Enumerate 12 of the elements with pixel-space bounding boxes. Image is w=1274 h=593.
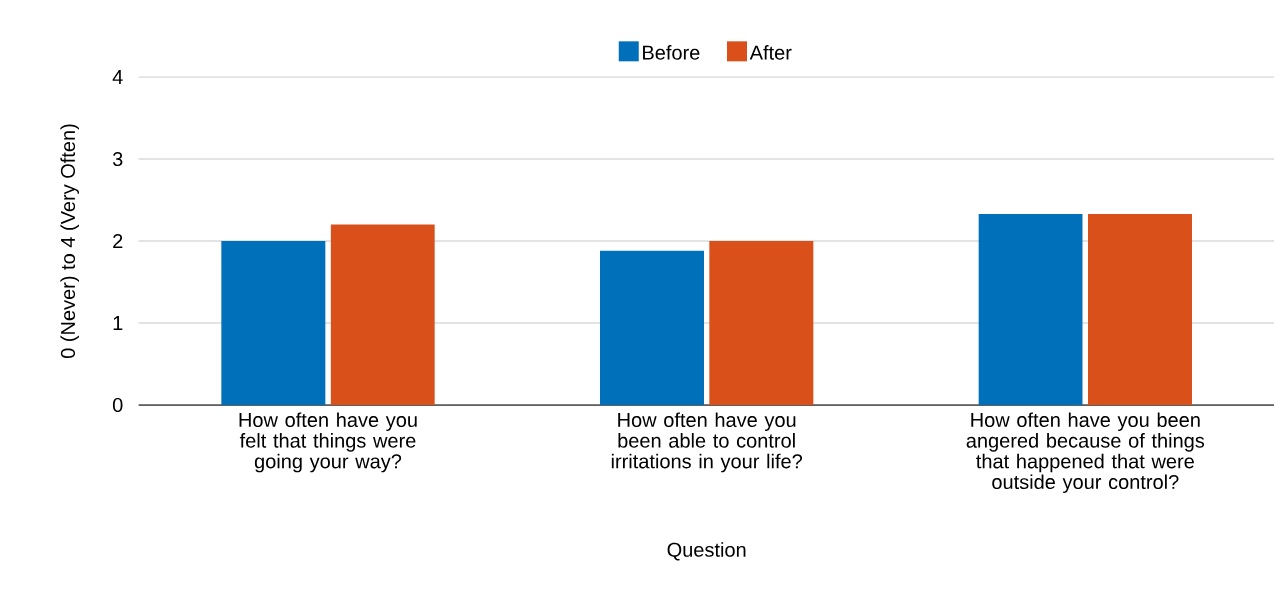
legend-label: After	[749, 45, 792, 60]
y-tick-label: 3	[112, 151, 123, 167]
y-tick-label: 0	[112, 397, 123, 413]
x-tick-label: How often have you been angered because of things that happened that were outside your control?	[966, 412, 1205, 494]
y-tick-label: 1	[113, 316, 123, 330]
x-tick-label: How often have you felt that things were going your way?	[239, 412, 417, 473]
y-axis-title: 0 (Never) to 4 (Very Often)	[60, 124, 79, 359]
x-tick-label: How often have you been able to control irritations in your life?	[611, 412, 803, 473]
x-axis-title: Question	[667, 542, 746, 561]
y-tick-label: 4	[112, 70, 123, 84]
y-tick-label: 2	[113, 234, 123, 248]
legend-label: Before	[643, 45, 700, 60]
